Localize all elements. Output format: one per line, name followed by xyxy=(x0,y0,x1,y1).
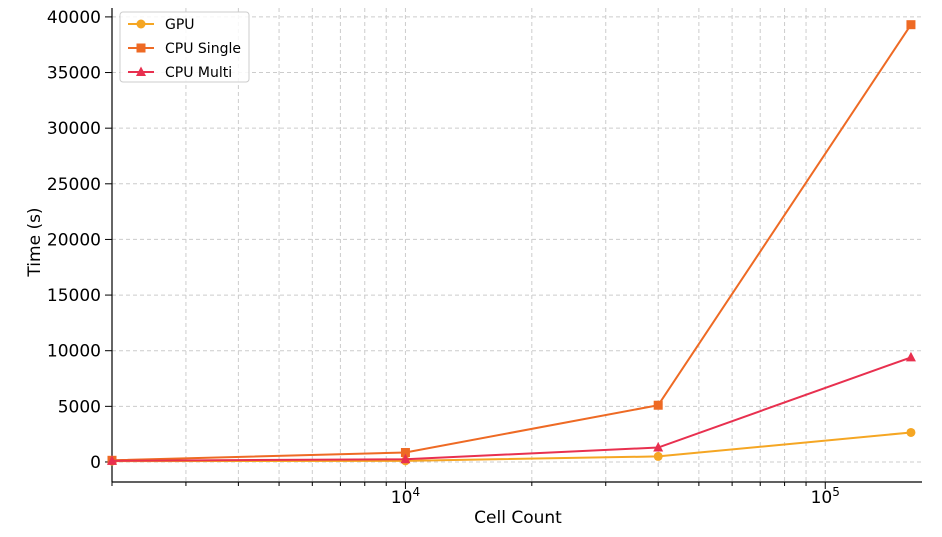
legend-label: GPU xyxy=(165,17,195,33)
y-tick-label: 25000 xyxy=(47,175,101,195)
y-tick-label: 10000 xyxy=(47,342,101,362)
series-cpu-multi xyxy=(107,351,916,465)
data-point xyxy=(136,19,146,29)
series-line xyxy=(111,356,912,462)
legend-item: GPU xyxy=(128,17,195,33)
y-axis-label: Time (s) xyxy=(25,207,45,277)
axes: 0 5000 10000 15000 20000 25000 30000 35000 40000… xyxy=(47,8,922,508)
x-tick-label: 105 xyxy=(811,485,840,508)
y-tick-label: 5000 xyxy=(58,397,101,417)
legend-item: CPU Single xyxy=(128,41,241,57)
series-line xyxy=(111,24,912,462)
legend: GPU CPU Single CPU Multi xyxy=(119,11,250,83)
y-tick-label: 40000 xyxy=(47,8,101,28)
legend-label: CPU Multi xyxy=(165,65,232,81)
y-tick-label: 20000 xyxy=(47,230,101,250)
y-tick-label: 15000 xyxy=(47,286,101,306)
legend-label: CPU Single xyxy=(165,41,241,57)
data-point xyxy=(906,427,916,437)
data-point xyxy=(906,20,916,30)
data-point xyxy=(653,451,663,461)
data-point xyxy=(905,351,916,362)
data-point xyxy=(400,453,411,464)
data-point xyxy=(653,442,664,452)
legend-box xyxy=(119,11,250,83)
y-tick-label: 30000 xyxy=(47,119,101,139)
data-point xyxy=(653,400,663,410)
data-point xyxy=(136,66,146,76)
y-tick-label: 35000 xyxy=(47,64,101,84)
legend-item: CPU Multi xyxy=(128,65,232,81)
x-tick-label: 104 xyxy=(391,485,420,508)
data-point xyxy=(400,448,410,458)
x-axis-label: Cell Count xyxy=(474,508,562,528)
y-tick-label: 0 xyxy=(90,453,101,473)
data-point xyxy=(107,455,117,465)
data-point xyxy=(136,43,146,53)
series-layer xyxy=(107,20,916,466)
